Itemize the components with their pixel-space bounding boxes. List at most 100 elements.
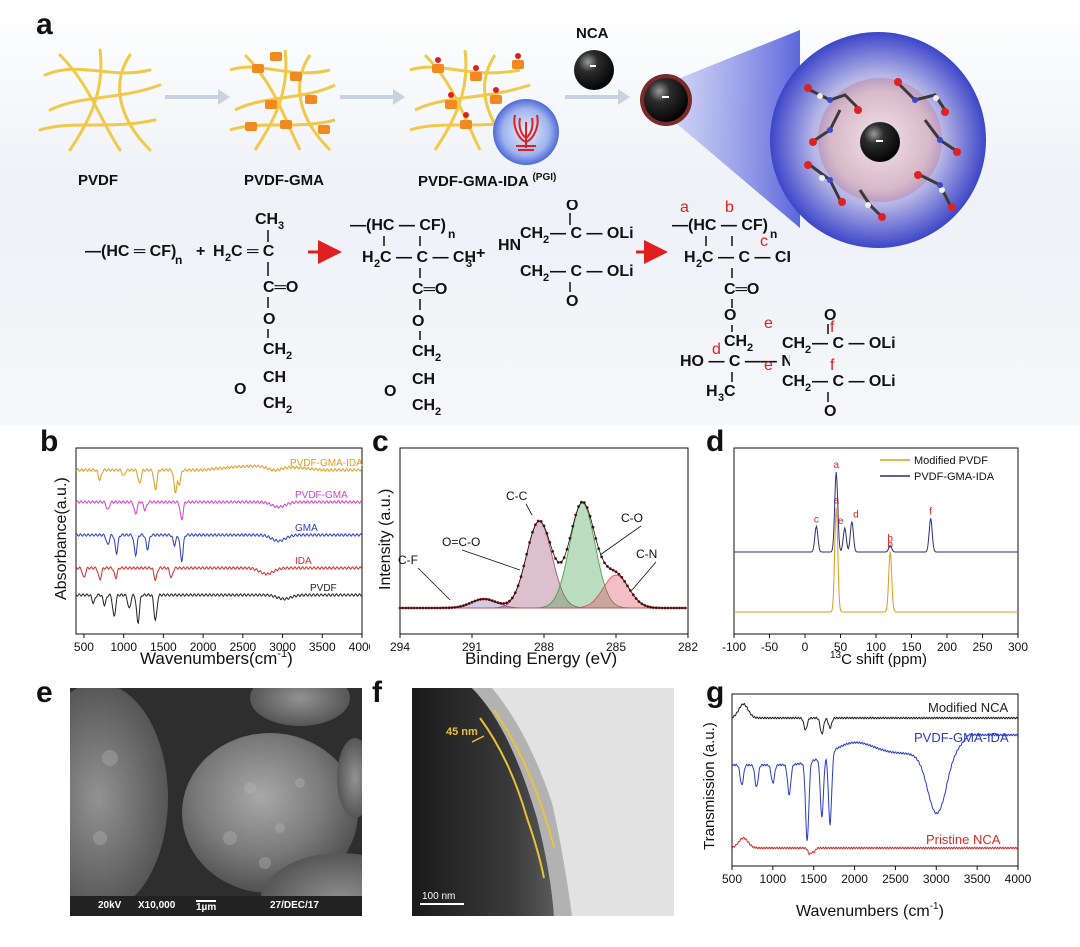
svg-text:2: 2 [374, 258, 380, 270]
d-tick-label: -100 [722, 640, 746, 654]
svg-text:— C — OLi: — C — OLi [812, 373, 896, 390]
d-series-modified-pvdf [734, 507, 1018, 613]
sem-voltage: 20kV [98, 900, 122, 911]
svg-text:— C — OLi: — C — OLi [550, 225, 634, 242]
sem-scale: 1µm [196, 900, 217, 913]
d-legend-pvdf-gma-ida: PVDF-GMA-IDA [914, 471, 995, 483]
c-tick-label: 285 [606, 640, 626, 654]
svg-text:O: O [566, 200, 578, 214]
b-tick-label: 1500 [150, 640, 177, 654]
c-envelope [400, 501, 686, 609]
svg-text:2: 2 [805, 344, 811, 356]
svg-text:CH: CH [263, 341, 286, 358]
svg-text:2: 2 [805, 382, 811, 394]
b-series-label: PVDF [310, 583, 337, 594]
svg-text:HN: HN [498, 237, 521, 254]
d-peak-label: c [814, 514, 819, 525]
svg-text:H: H [362, 249, 374, 266]
b-series-pvdf [75, 593, 363, 625]
svg-text:f: f [830, 319, 835, 336]
g-plot-frame [731, 693, 1019, 867]
sem-date: 27/DEC/17 [270, 900, 319, 911]
svg-text:b: b [725, 200, 734, 216]
svg-text:2: 2 [747, 342, 753, 354]
d-legend-modified-pvdf: Modified PVDF [914, 455, 988, 467]
b-tick-label: 2000 [190, 640, 217, 654]
zoom-cone [670, 30, 800, 228]
svg-text:2: 2 [543, 234, 549, 246]
sem-image: 20kV X10,000 1µm 27/DEC/17 [70, 688, 362, 916]
svg-text:O: O [824, 307, 836, 324]
svg-text:2: 2 [286, 350, 292, 362]
panel-label-b: b [40, 425, 59, 458]
d-tick-label: 250 [972, 640, 992, 654]
c-peak-label: C-F [398, 553, 418, 567]
c-tick-label: 294 [390, 640, 410, 654]
svg-text:O: O [566, 293, 578, 310]
svg-text:3: 3 [718, 392, 724, 404]
svg-text:O: O [724, 307, 736, 324]
svg-text:H: H [706, 383, 718, 400]
d-tick-label: 200 [937, 640, 957, 654]
ida-nodes [432, 60, 524, 129]
d-xlabel: 13C shift (ppm) [830, 650, 927, 668]
panel-label-g: g [706, 676, 725, 709]
svg-text:c: c [760, 233, 768, 250]
tem-texture [412, 688, 674, 916]
svg-text:C═O: C═O [724, 281, 759, 298]
svg-text:e: e [764, 315, 773, 332]
stage-label-pgi: PVDF-GMA-IDA (PGI) [418, 172, 556, 190]
b-series-label: PVDF-GMA-IDA [290, 458, 363, 469]
svg-text:CH: CH [412, 397, 435, 414]
g-tick-label: 2500 [882, 872, 909, 886]
g-tick-label: 1000 [760, 872, 787, 886]
panel-g-chart: 500 1000 1500 2000 2500 3000 3500 4000 Modified… [701, 693, 1032, 920]
svg-text:O: O [263, 311, 275, 328]
panel-a: a PVDF PVDF-GMA PVDF-GMA-IDA (PGI) NCA —… [0, 0, 1080, 425]
b-series-label: GMA [295, 523, 318, 534]
b-series-pvdf-gma-ida [75, 464, 363, 494]
svg-text:H: H [684, 249, 696, 266]
panel-b-chart: PVDF-GMA-IDA PVDF-GMA GMA IDA PVDF 500 1000 15… [53, 447, 370, 668]
c-annotation-arrow [525, 503, 533, 516]
pvdf-fibers [38, 48, 162, 152]
svg-text:HO — C —— N: HO — C —— N [680, 353, 790, 370]
panel-label-a: a [36, 8, 53, 41]
svg-text:C ═ C: C ═ C [231, 243, 275, 260]
g-series-modified-nca [731, 702, 1019, 735]
b-tick-label: 500 [74, 640, 94, 654]
d-peak-label: b [887, 540, 893, 551]
sem-texture [70, 688, 362, 916]
c-tick-label: 288 [534, 640, 554, 654]
svg-text:n: n [448, 227, 455, 241]
svg-text:—(HC ═ CF): —(HC ═ CF) [85, 243, 176, 260]
stage-label-pvdf-gma-ida: PVDF-GMA-IDA [418, 173, 529, 190]
svg-text:O: O [824, 403, 836, 420]
b-series-label: PVDF-GMA [295, 490, 348, 501]
svg-text:—(HC — CF): —(HC — CF) [672, 217, 768, 234]
svg-text:3: 3 [466, 258, 472, 270]
d-tick-label: 100 [866, 640, 886, 654]
svg-text:2: 2 [435, 352, 441, 364]
c-tick-label: 282 [678, 640, 698, 654]
svg-text:2: 2 [696, 258, 702, 270]
g-tick-label: 2000 [841, 872, 868, 886]
c-ylabel: Intensity (a.u.) [377, 489, 394, 590]
g-tick-label: 3000 [923, 872, 950, 886]
d-series-pvdf-gma-ida [734, 471, 1018, 553]
c-peak-label: C-O [621, 511, 643, 525]
gma-nodes [245, 52, 330, 134]
svg-text:2: 2 [225, 252, 231, 264]
product-arms: e CH 2— C — OLi f O e CH 2— C — OLi f O [764, 307, 896, 420]
svg-text:+: + [196, 243, 205, 260]
d-tick-label: 300 [1008, 640, 1028, 654]
stage-label-pvdf-gma: PVDF-GMA [244, 172, 324, 189]
svg-text:C: C [724, 383, 736, 400]
svg-text:e: e [764, 357, 773, 374]
svg-text:+: + [476, 245, 485, 262]
svg-text:CH: CH [412, 343, 435, 360]
svg-text:f: f [830, 357, 835, 374]
b-ylabel: Absorbance(a.u.) [53, 477, 70, 600]
svg-text:2: 2 [435, 406, 441, 418]
